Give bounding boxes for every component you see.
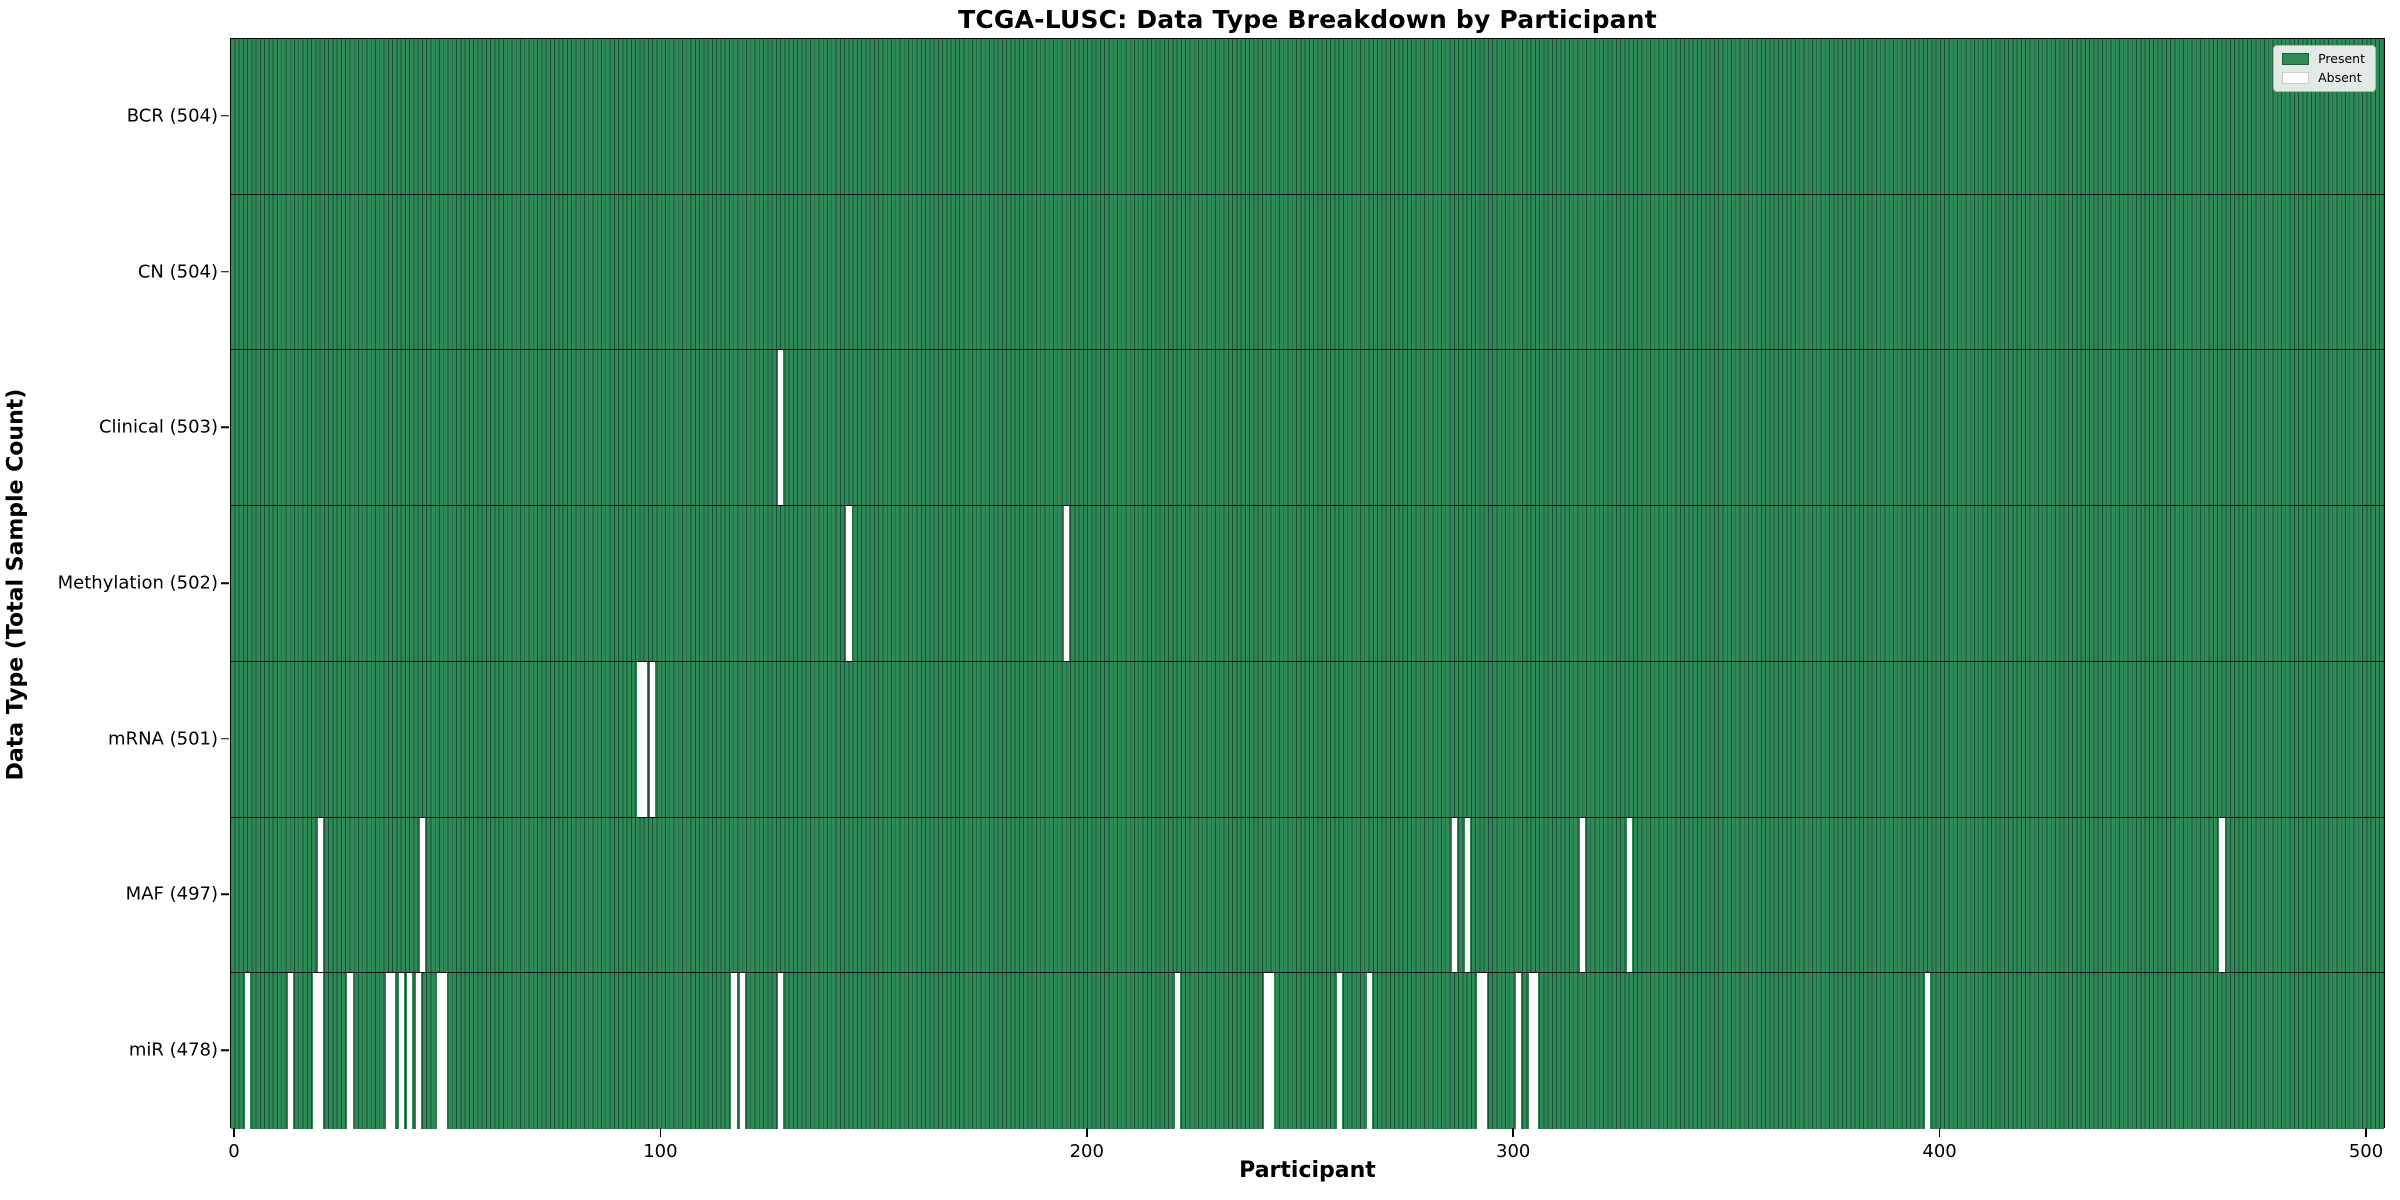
data-type-row-cn [231, 194, 2384, 351]
x-tick-label: 200 [1069, 1141, 1104, 1162]
absent-gap [846, 506, 852, 661]
data-type-row-methylation [231, 506, 2384, 662]
legend-entry-present: Present [2282, 52, 2365, 66]
x-tick-label: 300 [1496, 1141, 1531, 1162]
absent-gap [441, 973, 447, 1129]
y-tick-label: Clinical (503) [98, 416, 218, 438]
absent-gap [637, 661, 643, 817]
y-tick-mark [221, 115, 229, 117]
absent-gap [1579, 817, 1586, 973]
plot-area: Present Absent [230, 38, 2385, 1129]
data-type-row-mrna [231, 661, 2384, 818]
y-tick-mark [221, 426, 229, 429]
absent-gap [1063, 506, 1070, 661]
legend-entry-absent: Absent [2282, 71, 2365, 85]
absent-gap [1925, 973, 1931, 1129]
absent-gap [1481, 973, 1487, 1129]
absent-gap [347, 973, 353, 1129]
absent-gap [1464, 817, 1470, 973]
absent-gap [778, 973, 784, 1129]
present-swatch-icon [2282, 53, 2310, 65]
absent-gap [2219, 817, 2225, 973]
absent-gap [1477, 973, 1483, 1129]
absent-gap [1528, 973, 1534, 1129]
y-tick-label: BCR (504) [126, 105, 218, 127]
data-type-row-maf [231, 817, 2384, 974]
absent-gap [1336, 973, 1342, 1129]
data-type-row-bcr [231, 39, 2384, 195]
x-tick-label: 0 [228, 1141, 240, 1162]
x-tick-label: 500 [2348, 1141, 2384, 1162]
absent-gap [317, 817, 323, 973]
data-type-row-clinical [231, 350, 2384, 507]
x-tick-mark [1512, 1128, 1514, 1137]
legend: Present Absent [2273, 45, 2376, 92]
y-tick-label: CN (504) [137, 261, 218, 283]
absent-gap [650, 661, 656, 817]
absent-gap [731, 973, 737, 1129]
absent-gap [317, 973, 323, 1129]
legend-label-absent: Absent [2318, 70, 2362, 85]
x-tick-mark [1938, 1128, 1941, 1137]
absent-gap [385, 973, 392, 1129]
x-tick-label: 400 [1922, 1141, 1957, 1162]
absent-gap [1268, 973, 1274, 1129]
y-tick-label: MAF (497) [125, 883, 218, 905]
y-tick-mark [221, 270, 229, 273]
absent-gap [419, 817, 426, 973]
absent-gap [778, 350, 784, 506]
x-tick-mark [233, 1128, 235, 1137]
absent-swatch-icon [2282, 72, 2310, 84]
absent-gap [1515, 973, 1522, 1129]
x-tick-mark [659, 1128, 662, 1137]
x-tick-label: 100 [643, 1141, 678, 1162]
absent-gap [1626, 817, 1632, 973]
absent-gap [1174, 973, 1180, 1129]
y-tick-label: Methylation (502) [57, 572, 218, 594]
y-tick-mark [221, 893, 229, 896]
x-axis-label: Participant [1239, 1158, 1376, 1183]
y-tick-label: miR (478) [128, 1039, 218, 1061]
y-tick-mark [221, 1049, 229, 1051]
absent-gap [287, 973, 294, 1129]
absent-gap [1366, 973, 1372, 1129]
x-tick-mark [2365, 1128, 2367, 1137]
absent-gap [1264, 973, 1270, 1129]
absent-gap [407, 973, 413, 1129]
y-tick-label: mRNA (501) [108, 728, 218, 750]
absent-gap [739, 973, 746, 1129]
y-tick-mark [221, 737, 229, 740]
x-tick-mark [1086, 1128, 1088, 1137]
absent-gap [390, 973, 396, 1129]
absent-gap [415, 973, 421, 1129]
chart-title: TCGA-LUSC: Data Type Breakdown by Partic… [958, 5, 1657, 34]
absent-gap [245, 973, 251, 1129]
absent-gap [313, 973, 319, 1129]
absent-gap [641, 661, 647, 817]
legend-label-present: Present [2318, 51, 2365, 66]
absent-gap [1532, 973, 1539, 1129]
absent-gap [398, 973, 404, 1129]
y-tick-mark [221, 582, 229, 584]
data-type-row-mir [231, 973, 2384, 1129]
absent-gap [437, 973, 443, 1129]
absent-gap [1451, 817, 1458, 973]
